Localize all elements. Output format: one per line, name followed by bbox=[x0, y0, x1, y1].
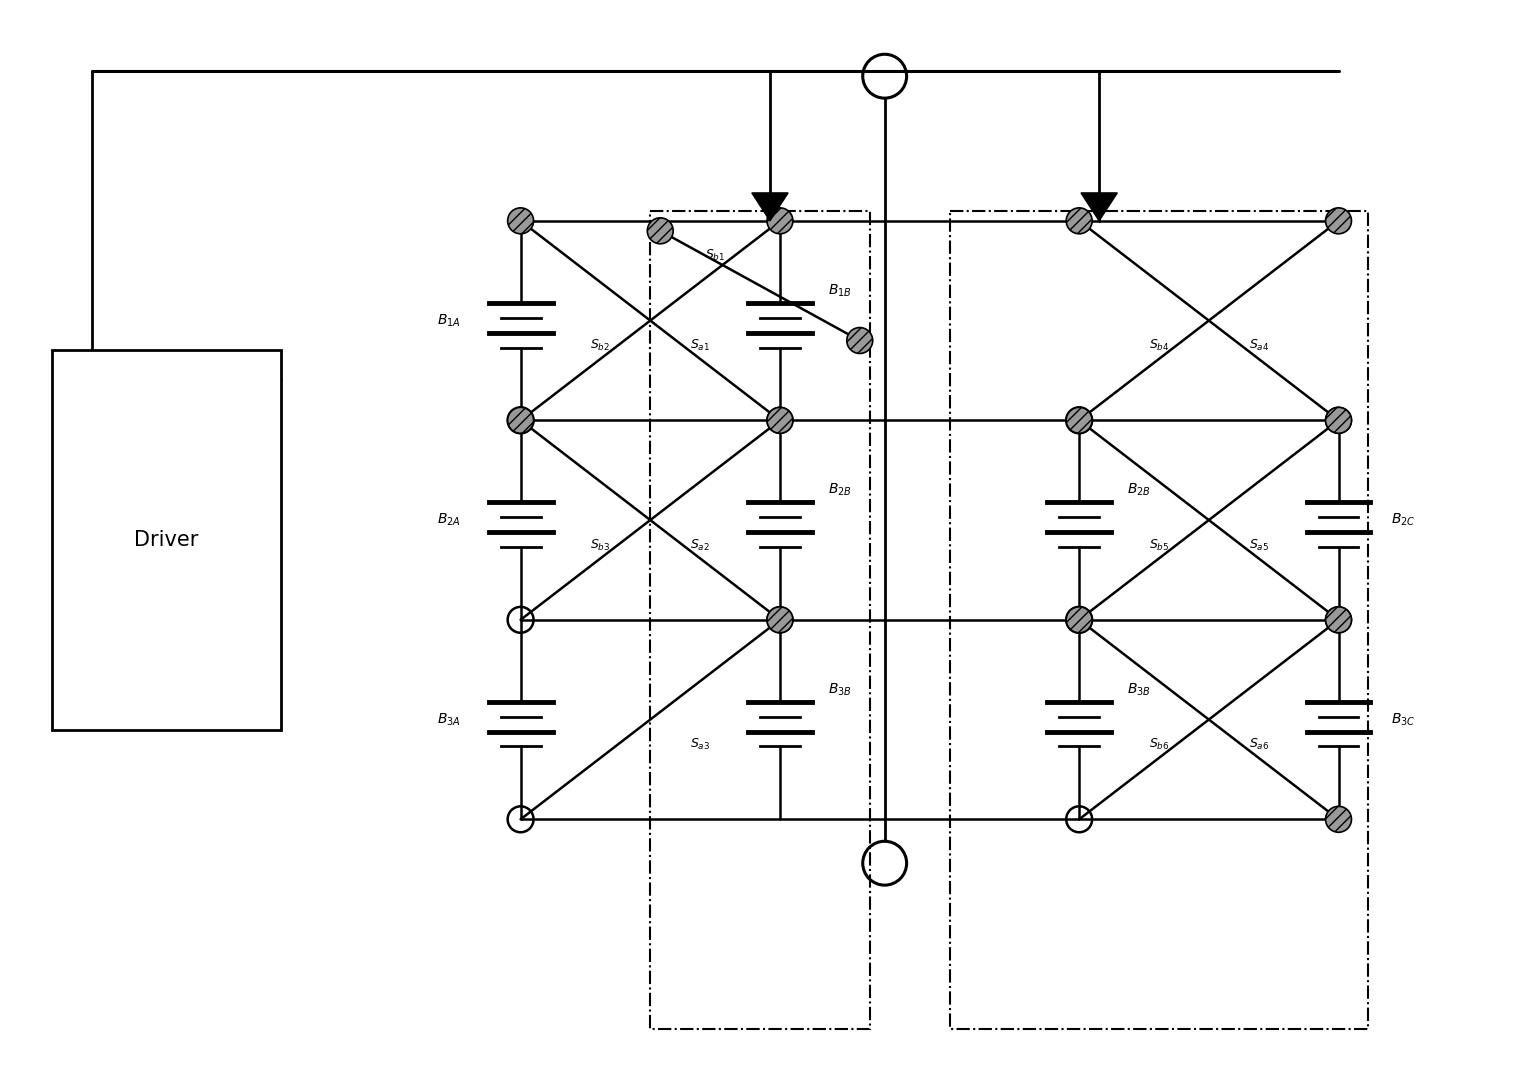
Circle shape bbox=[508, 408, 534, 434]
Text: $B_{2B}$: $B_{2B}$ bbox=[828, 482, 851, 498]
Text: Driver: Driver bbox=[135, 530, 199, 550]
Text: $B_{3C}$: $B_{3C}$ bbox=[1391, 712, 1415, 728]
Text: $B_{1B}$: $B_{1B}$ bbox=[828, 282, 851, 299]
Text: $B_{3B}$: $B_{3B}$ bbox=[828, 681, 851, 698]
Circle shape bbox=[1066, 607, 1092, 633]
Text: $S_{a1}$: $S_{a1}$ bbox=[690, 338, 710, 353]
Bar bbox=[950, 210, 1368, 1029]
Text: $S_{b5}$: $S_{b5}$ bbox=[1148, 537, 1170, 553]
Text: $S_{a4}$: $S_{a4}$ bbox=[1248, 338, 1268, 353]
Polygon shape bbox=[752, 193, 789, 221]
Circle shape bbox=[768, 607, 793, 633]
Text: $B_{2A}$: $B_{2A}$ bbox=[437, 512, 461, 529]
Text: $B_{3A}$: $B_{3A}$ bbox=[437, 712, 461, 728]
Text: $S_{b1}$: $S_{b1}$ bbox=[705, 249, 725, 264]
Circle shape bbox=[1326, 607, 1352, 633]
Text: $S_{a3}$: $S_{a3}$ bbox=[690, 737, 710, 752]
Text: $B_{2C}$: $B_{2C}$ bbox=[1391, 512, 1415, 529]
Circle shape bbox=[1326, 208, 1352, 233]
Circle shape bbox=[1326, 408, 1352, 434]
Circle shape bbox=[1326, 607, 1352, 633]
Bar bbox=[651, 210, 869, 1029]
Text: $B_{3B}$: $B_{3B}$ bbox=[1127, 681, 1151, 698]
Circle shape bbox=[508, 208, 534, 233]
Circle shape bbox=[1326, 408, 1352, 434]
Circle shape bbox=[768, 208, 793, 233]
Text: $S_{b3}$: $S_{b3}$ bbox=[590, 537, 610, 553]
Text: $S_{b4}$: $S_{b4}$ bbox=[1148, 338, 1170, 353]
Text: $B_{2B}$: $B_{2B}$ bbox=[1127, 482, 1151, 498]
Text: $S_{a2}$: $S_{a2}$ bbox=[690, 537, 710, 553]
Circle shape bbox=[1326, 807, 1352, 833]
Polygon shape bbox=[1082, 193, 1118, 221]
Circle shape bbox=[768, 607, 793, 633]
Circle shape bbox=[768, 408, 793, 434]
Circle shape bbox=[1066, 208, 1092, 233]
Text: $S_{a6}$: $S_{a6}$ bbox=[1248, 737, 1268, 752]
Circle shape bbox=[1066, 408, 1092, 434]
Text: $B_{1A}$: $B_{1A}$ bbox=[437, 313, 461, 329]
Text: $S_{b6}$: $S_{b6}$ bbox=[1148, 737, 1170, 752]
Circle shape bbox=[846, 328, 872, 353]
Text: $S_{b2}$: $S_{b2}$ bbox=[590, 338, 610, 353]
Circle shape bbox=[648, 218, 674, 244]
Text: $S_{a5}$: $S_{a5}$ bbox=[1248, 537, 1268, 553]
Bar bbox=[52, 351, 281, 729]
Circle shape bbox=[768, 408, 793, 434]
